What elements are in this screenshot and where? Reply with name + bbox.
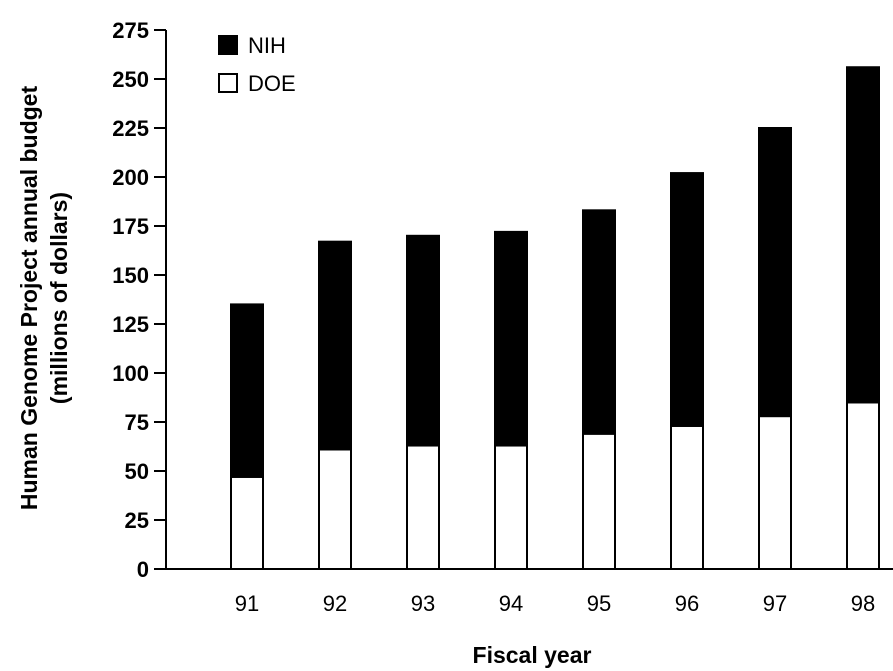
bar-nih-97 bbox=[758, 127, 792, 418]
bar-nih-96 bbox=[670, 172, 704, 427]
y-tick-label: 200 bbox=[112, 165, 149, 190]
y-tick-label: 175 bbox=[112, 214, 149, 239]
y-tick-label: 125 bbox=[112, 312, 149, 337]
y-tick-label: 150 bbox=[112, 263, 149, 288]
x-category-label: 97 bbox=[763, 591, 787, 616]
bar-nih-94 bbox=[494, 230, 528, 447]
x-category-label: 93 bbox=[411, 591, 435, 616]
bar-doe-98 bbox=[846, 401, 880, 570]
bar-nih-95 bbox=[582, 209, 616, 435]
y-axis-title-line1: Human Genome Project annual budget bbox=[16, 86, 42, 511]
y-tick-label: 50 bbox=[125, 459, 149, 484]
y-tick-label: 275 bbox=[112, 18, 149, 43]
x-category-label: 96 bbox=[675, 591, 699, 616]
y-axis-title-line2: (millions of dollars) bbox=[46, 192, 72, 404]
y-tick-label: 0 bbox=[137, 557, 149, 582]
legend: NIH DOE bbox=[218, 33, 296, 96]
y-tick-label: 225 bbox=[112, 116, 149, 141]
bar-nih-98 bbox=[846, 66, 880, 404]
bar-doe-95 bbox=[582, 432, 616, 571]
bar-doe-93 bbox=[406, 444, 440, 570]
x-category-label: 95 bbox=[587, 591, 611, 616]
x-axis-title: Fiscal year bbox=[473, 642, 592, 668]
y-tick-label: 100 bbox=[112, 361, 149, 386]
bar-doe-96 bbox=[670, 424, 704, 571]
bars-group bbox=[230, 66, 880, 571]
x-category-label: 98 bbox=[851, 591, 875, 616]
x-axis-categories: 91 92 93 94 95 96 97 98 bbox=[235, 591, 875, 616]
legend-swatch-doe bbox=[218, 73, 238, 93]
bar-doe-92 bbox=[318, 448, 352, 570]
bar-doe-91 bbox=[230, 475, 264, 571]
y-tick-label: 25 bbox=[125, 508, 149, 533]
legend-label-doe: DOE bbox=[248, 71, 296, 96]
y-tick-label: 75 bbox=[125, 410, 149, 435]
bar-doe-97 bbox=[758, 415, 792, 570]
y-axis-ticks: 0 25 50 75 100 125 150 175 200 225 250 275 bbox=[112, 18, 166, 582]
legend-label-nih: NIH bbox=[248, 33, 286, 58]
bar-nih-93 bbox=[406, 234, 440, 447]
x-category-label: 91 bbox=[235, 591, 259, 616]
y-tick-label: 250 bbox=[112, 67, 149, 92]
x-category-label: 92 bbox=[323, 591, 347, 616]
x-category-label: 94 bbox=[499, 591, 523, 616]
bar-nih-92 bbox=[318, 240, 352, 451]
legend-swatch-nih bbox=[218, 35, 238, 55]
bar-nih-91 bbox=[230, 303, 264, 478]
bar-doe-94 bbox=[494, 444, 528, 570]
